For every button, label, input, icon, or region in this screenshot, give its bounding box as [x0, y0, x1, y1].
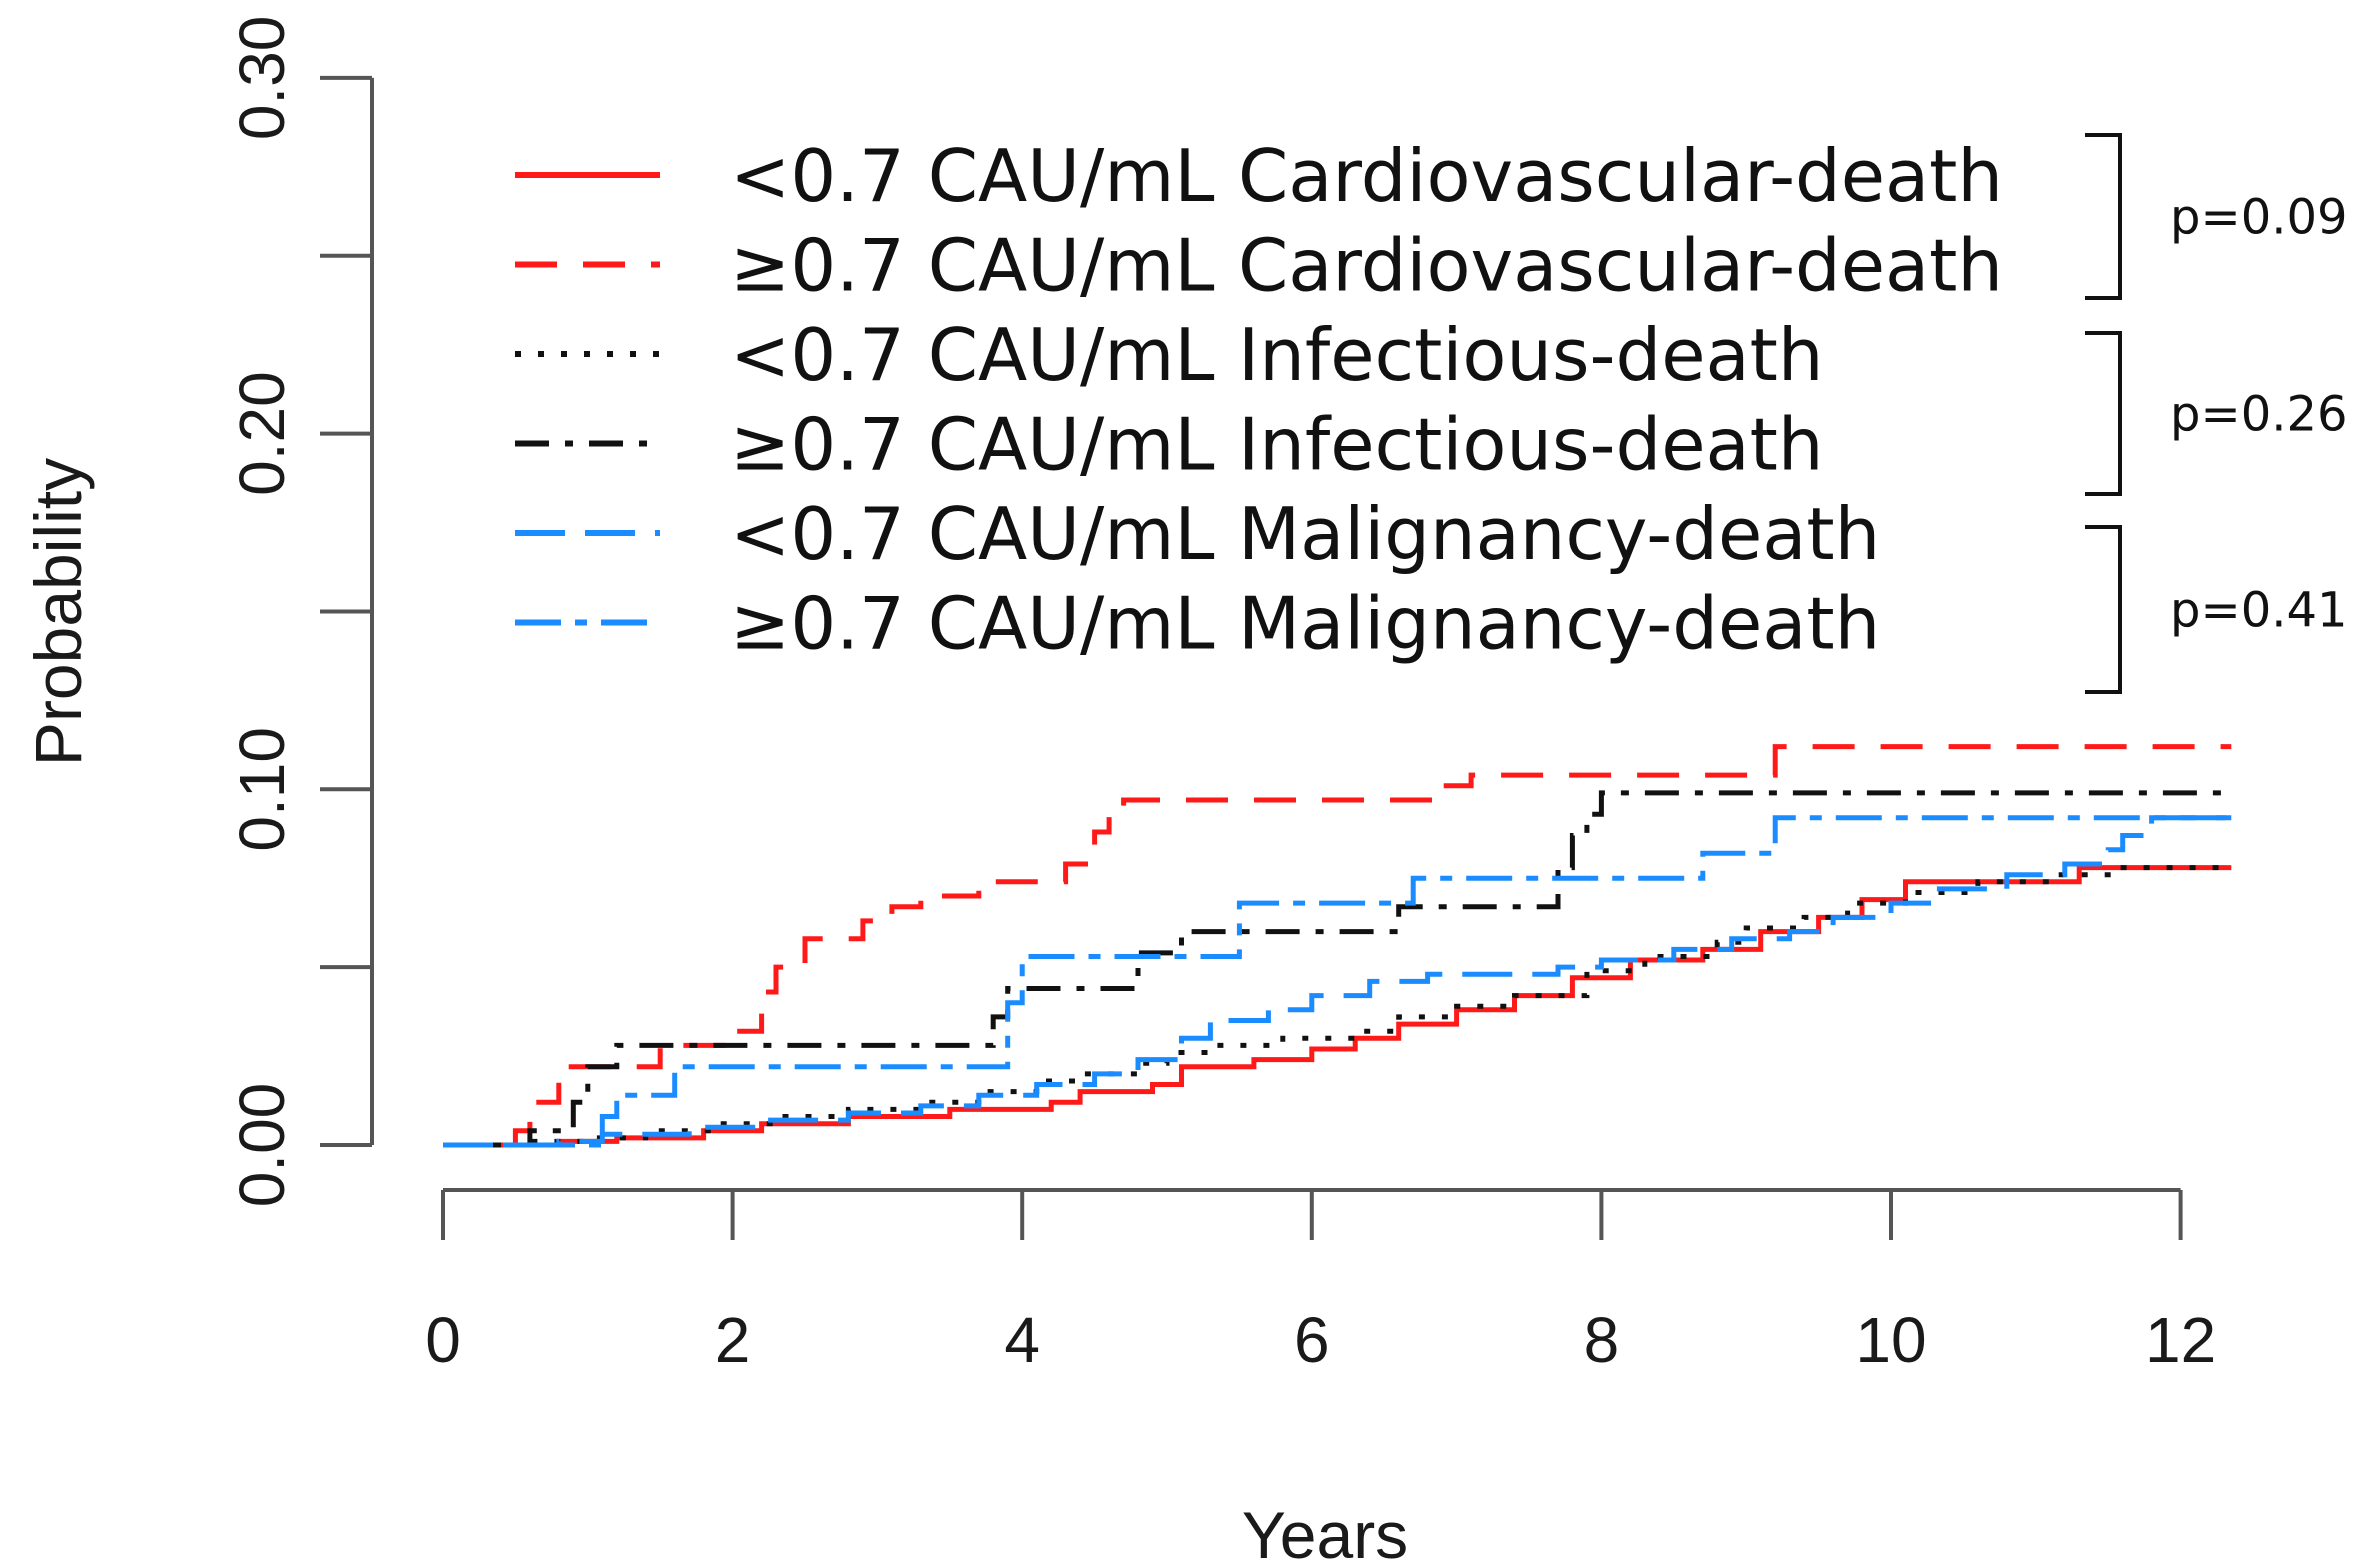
legend-group-label: <0.7 CAU/mL	[730, 313, 1214, 397]
p-value-annotations: p=0.09 p=0.26 p=0.41	[2085, 133, 2348, 694]
x-tick-label: 12	[2145, 1304, 2216, 1376]
legend-entry-label: Malignancy-death	[1238, 582, 1880, 666]
y-tick-label: 0.20	[226, 371, 298, 496]
legend-entry-label: Cardiovascular-death	[1238, 134, 2003, 218]
legend-entry-label: Malignancy-death	[1238, 492, 1880, 576]
legend-entry-label: Infectious-death	[1238, 403, 1824, 487]
y-tick-label: 0.10	[226, 727, 298, 852]
p-value-bracket	[2085, 525, 2122, 694]
p-value-label: p=0.26	[2170, 387, 2348, 443]
x-axis-title: Years	[1242, 1498, 1408, 1567]
legend-entry-label: Cardiovascular-death	[1238, 224, 2003, 308]
legend-group-label: <0.7 CAU/mL	[730, 134, 1214, 218]
series-line-4	[443, 790, 2232, 1148]
legend-group-label: ≥0.7 CAU/mL	[730, 403, 1214, 487]
series-line-5	[443, 815, 2232, 1148]
p-value-bracket	[2085, 133, 2122, 300]
legend-group-label: ≥0.7 CAU/mL	[730, 224, 1214, 308]
legend-entry-label: Infectious-death	[1238, 313, 1824, 397]
series-line-1	[443, 865, 2232, 1148]
y-axis-title: Probability	[21, 458, 95, 766]
legend: <0.7 CAU/mL Cardiovascular-death ≥0.7 CAU/…	[515, 134, 2003, 666]
x-tick-label: 0	[425, 1304, 461, 1376]
x-tick-label: 10	[1855, 1304, 1926, 1376]
series-line-6	[443, 815, 2232, 1148]
series-line-2	[443, 744, 2232, 1148]
y-tick-label: 0.00	[226, 1083, 298, 1208]
x-tick-label: 6	[1294, 1304, 1330, 1376]
x-tick-label: 4	[1004, 1304, 1040, 1376]
series-lines	[443, 744, 2232, 1148]
p-value-label: p=0.09	[2170, 190, 2348, 246]
y-tick-label: 0.30	[226, 16, 298, 141]
x-tick-label: 2	[715, 1304, 751, 1376]
legend-group-label: ≥0.7 CAU/mL	[730, 582, 1214, 666]
legend-group-label: <0.7 CAU/mL	[730, 492, 1214, 576]
x-tick-label: 8	[1584, 1304, 1620, 1376]
p-value-bracket	[2085, 331, 2122, 496]
p-value-label: p=0.41	[2170, 583, 2348, 639]
axes: 0.00 0.10 0.20 0.30 0 2 4 6 8 10 12 Years Probabilit…	[21, 16, 2216, 1567]
series-line-3	[443, 865, 2232, 1148]
